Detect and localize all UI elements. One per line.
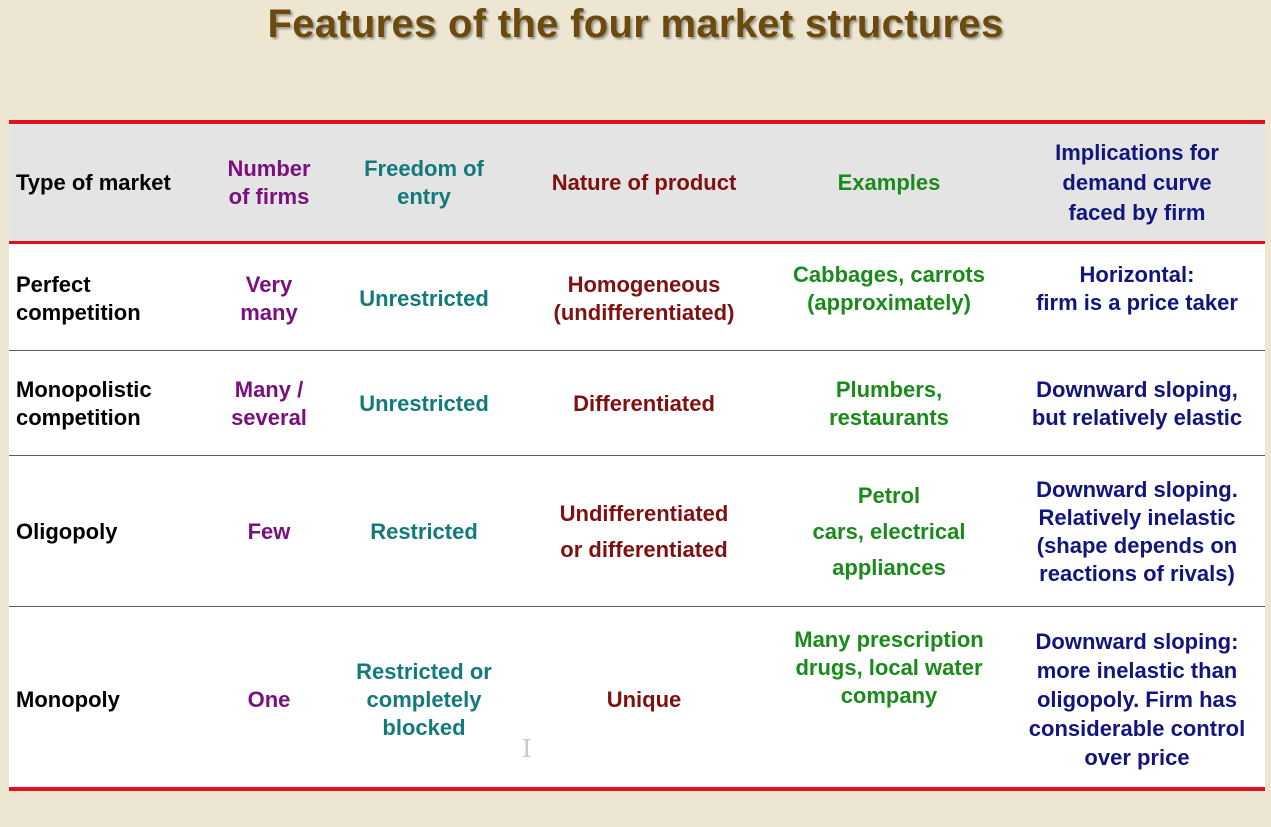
nature-of-product-cell: Undifferentiated or differentiated — [559, 500, 729, 562]
type-of-market-cell: Perfect competition — [16, 271, 141, 325]
nature-of-product-cell: Unique — [606, 686, 682, 712]
market-structures-table: Type of market Number of firms Freedom o… — [9, 120, 1265, 791]
number-of-firms-cell: Few — [247, 518, 291, 544]
header-freedom-of-entry: Freedom of entry — [364, 155, 484, 209]
header-number-of-firms: Number of firms — [227, 155, 311, 209]
freedom-of-entry-cell: Restricted or completely blocked — [356, 658, 492, 740]
implications-cell: Horizontal: firm is a price taker — [1036, 262, 1238, 315]
implications-cell: Downward sloping: more inelastic than ol… — [1028, 629, 1246, 770]
table-row: Monopoly One Restricted or completely bl… — [9, 608, 1265, 791]
header-type-of-market: Type of market — [16, 169, 171, 195]
type-of-market-cell: Monopolistic competition — [16, 376, 152, 430]
implications-cell: Downward sloping. Relatively inelastic (… — [1036, 476, 1238, 586]
type-of-market-cell: Oligopoly — [16, 518, 118, 544]
table-row: Perfect competition Very many Unrestrict… — [9, 247, 1265, 351]
table-row: Monopolistic competition Many / several … — [9, 352, 1265, 456]
table-row: Oligopoly Few Restricted Undifferentiate… — [9, 457, 1265, 607]
slide-title: Features of the four market structures — [267, 2, 1004, 46]
nature-of-product-cell: Differentiated — [573, 390, 715, 416]
examples-cell: Plumbers, restaurants — [829, 376, 949, 430]
number-of-firms-cell: Very many — [240, 271, 298, 325]
examples-cell: Many prescription drugs, local water com… — [794, 627, 984, 708]
number-of-firms-cell: One — [247, 686, 291, 712]
header-implications: Implications for demand curve faced by f… — [1055, 139, 1219, 225]
examples-cell: Petrol cars, electrical appliances — [812, 482, 966, 580]
nature-of-product-cell: Homogeneous (undifferentiated) — [553, 271, 735, 325]
number-of-firms-cell: Many / several — [231, 376, 307, 430]
implications-cell: Downward sloping, but relatively elastic — [1031, 376, 1243, 430]
header-examples: Examples — [837, 169, 941, 195]
table-header-row: Type of market Number of firms Freedom o… — [9, 124, 1265, 244]
type-of-market-cell: Monopoly — [16, 686, 120, 712]
freedom-of-entry-cell: Unrestricted — [359, 390, 489, 416]
text-cursor-icon: I — [522, 735, 532, 763]
examples-cell: Cabbages, carrots (approximately) — [793, 262, 985, 315]
freedom-of-entry-cell: Restricted — [370, 518, 478, 544]
header-nature-of-product: Nature of product — [551, 169, 737, 195]
freedom-of-entry-cell: Unrestricted — [359, 285, 489, 311]
